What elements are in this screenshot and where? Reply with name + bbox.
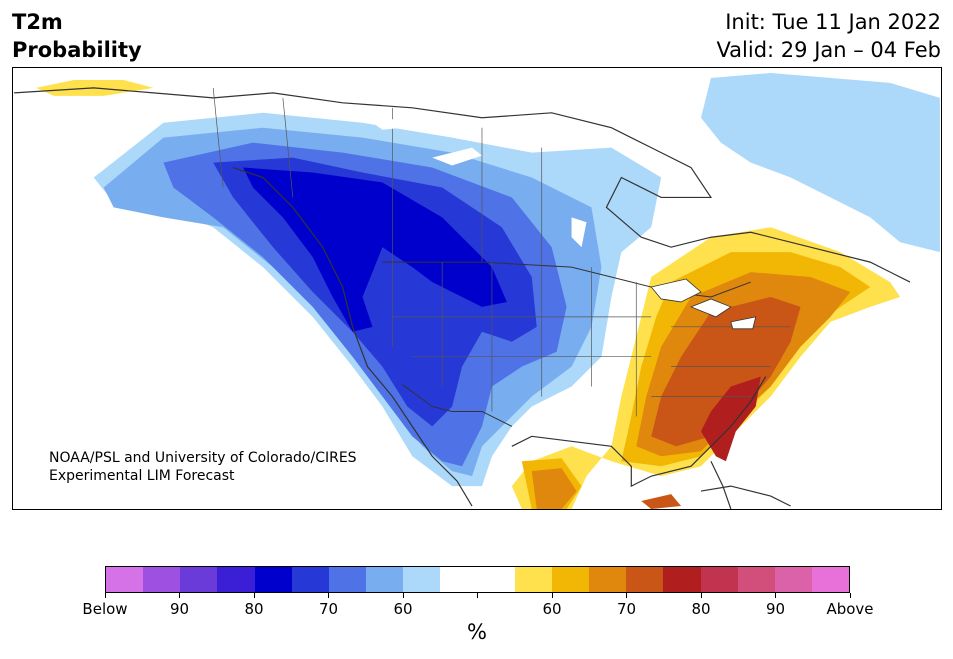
colorbar-tick-label: 60	[393, 600, 413, 618]
colorbar-segment	[811, 567, 850, 592]
colorbar-segment	[217, 567, 255, 592]
colorbar-segment	[328, 567, 367, 592]
colorbar-tick	[626, 593, 627, 598]
colorbar-unit: %	[467, 620, 487, 644]
colorbar-tick	[253, 593, 255, 598]
colorbar-tick-label: 70	[318, 600, 339, 618]
colorbar-segment	[626, 567, 664, 592]
colorbar-segment	[254, 567, 292, 592]
warm-core-region	[700, 376, 761, 462]
colorbar-segment	[106, 567, 144, 592]
colorbar-tick	[477, 593, 478, 598]
colorbar-tick-label: Above	[826, 600, 874, 618]
colorbar-segment	[403, 567, 441, 592]
colorbar-segment	[514, 567, 552, 592]
colorbar-tick-label: 80	[244, 600, 264, 618]
valid-dates: Valid: 29 Jan – 04 Feb	[716, 38, 941, 62]
arctic-cold-region	[700, 72, 940, 253]
colorbar-segment	[477, 567, 515, 592]
colorbar-tick-label: Below	[82, 600, 128, 618]
colorbar-segment	[774, 567, 812, 592]
colorbar-tick-label: 80	[691, 600, 711, 618]
colorbar-tick-label: 60	[542, 600, 562, 618]
colorbar-segment	[180, 567, 218, 592]
title-variable: T2m	[12, 10, 63, 34]
colorbar-segment	[440, 567, 478, 592]
credit-note: NOAA/PSL and University of Colorado/CIRE…	[49, 449, 357, 485]
colorbar-segment	[143, 567, 181, 592]
cold-core-region	[243, 167, 507, 332]
colorbar-tick	[551, 593, 553, 598]
colorbar-tick-label: 70	[616, 600, 637, 618]
chart-title: T2m Probability	[12, 8, 142, 64]
colorbar-segment	[551, 567, 590, 592]
colorbar-tick-label: 90	[765, 600, 786, 618]
credit-line-1: NOAA/PSL and University of Colorado/CIRE…	[49, 450, 357, 466]
colorbar-segment	[737, 567, 775, 592]
colorbar-tick	[328, 593, 329, 598]
colorbar-tick	[700, 593, 702, 598]
probability-map	[12, 67, 942, 510]
great-lakes	[650, 278, 757, 330]
colorbar-tick	[402, 593, 404, 598]
init-date: Init: Tue 11 Jan 2022	[725, 10, 941, 34]
colorbar-tick	[179, 593, 180, 598]
credit-line-2: Experimental LIM Forecast	[49, 468, 235, 484]
coastlines	[14, 87, 911, 509]
colorbar-tick	[104, 593, 106, 598]
colorbar-tick	[849, 593, 851, 598]
colorbar	[105, 566, 850, 593]
colorbar-segment	[589, 567, 627, 592]
colorbar-segment	[291, 567, 329, 592]
colorbar-tick-label: 90	[169, 600, 190, 618]
forecast-dates: Init: Tue 11 Jan 2022 Valid: 29 Jan – 04…	[716, 8, 941, 64]
colorbar-tick	[775, 593, 776, 598]
colorbar-segment	[663, 567, 701, 592]
colorbar-segment	[366, 567, 404, 592]
colorbar-segment	[700, 567, 738, 592]
state-lines	[212, 87, 791, 417]
title-product: Probability	[12, 38, 142, 62]
